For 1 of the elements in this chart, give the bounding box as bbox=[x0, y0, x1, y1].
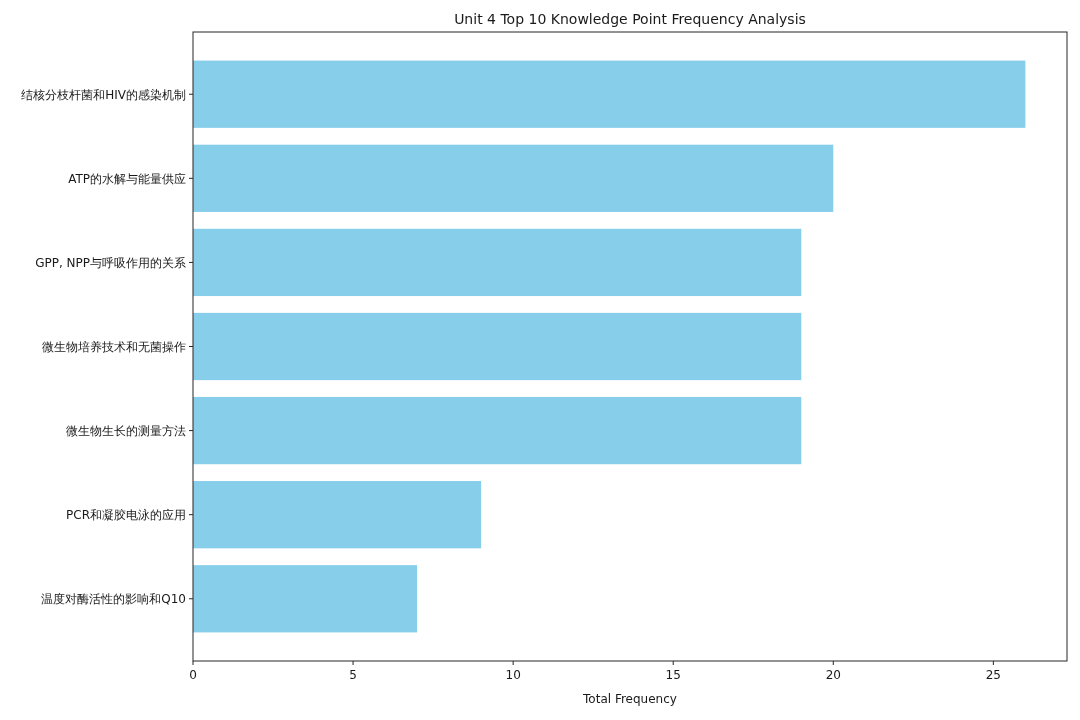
title: Unit 4 Top 10 Knowledge Point Frequency Analysis bbox=[454, 11, 806, 27]
